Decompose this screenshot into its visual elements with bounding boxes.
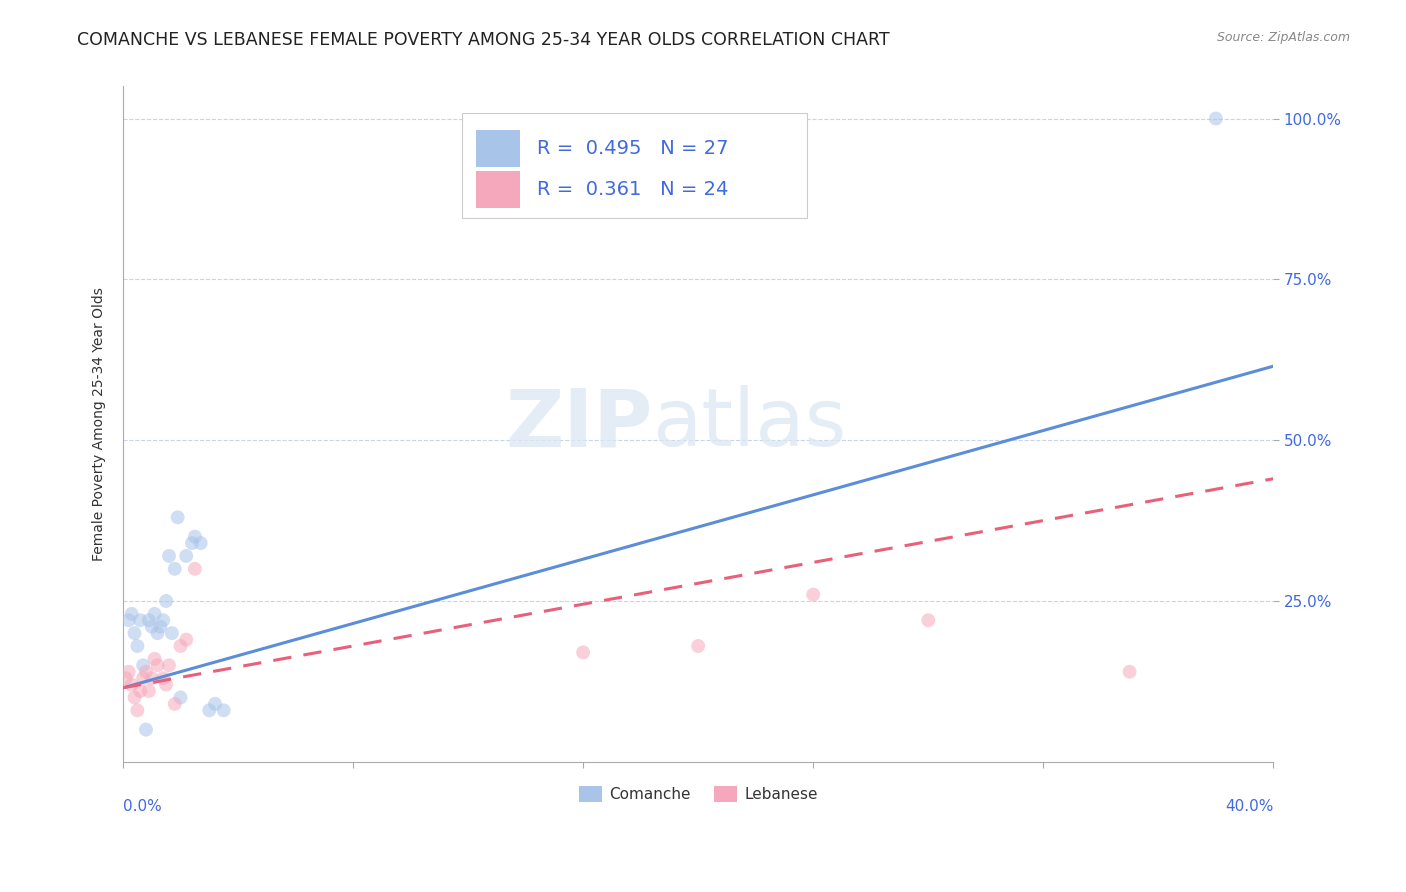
Point bbox=[124, 690, 146, 705]
Point bbox=[127, 639, 149, 653]
Text: Source: ZipAtlas.com: Source: ZipAtlas.com bbox=[1216, 31, 1350, 45]
Point bbox=[132, 671, 155, 685]
Point bbox=[163, 697, 186, 711]
Bar bbox=[477, 130, 520, 168]
Point bbox=[184, 562, 207, 576]
Point bbox=[149, 620, 172, 634]
Point bbox=[157, 549, 180, 563]
Point bbox=[212, 703, 235, 717]
Point bbox=[143, 652, 166, 666]
Point bbox=[688, 639, 710, 653]
Point bbox=[155, 677, 177, 691]
Bar bbox=[477, 170, 520, 208]
Point bbox=[121, 677, 143, 691]
Point bbox=[129, 684, 152, 698]
Text: 40.0%: 40.0% bbox=[1225, 799, 1274, 814]
Point bbox=[155, 594, 177, 608]
Point bbox=[801, 588, 824, 602]
Point bbox=[124, 626, 146, 640]
Text: COMANCHE VS LEBANESE FEMALE POVERTY AMONG 25-34 YEAR OLDS CORRELATION CHART: COMANCHE VS LEBANESE FEMALE POVERTY AMON… bbox=[77, 31, 890, 49]
Point bbox=[121, 607, 143, 621]
Point bbox=[166, 510, 188, 524]
Legend: Comanche, Lebanese: Comanche, Lebanese bbox=[572, 780, 824, 808]
Point bbox=[1118, 665, 1140, 679]
Point bbox=[169, 639, 191, 653]
Y-axis label: Female Poverty Among 25-34 Year Olds: Female Poverty Among 25-34 Year Olds bbox=[93, 287, 107, 561]
Text: R =  0.495   N = 27: R = 0.495 N = 27 bbox=[537, 139, 728, 159]
Point bbox=[152, 613, 174, 627]
Point bbox=[184, 530, 207, 544]
Point bbox=[138, 684, 160, 698]
Point bbox=[115, 671, 138, 685]
Point bbox=[132, 658, 155, 673]
FancyBboxPatch shape bbox=[463, 113, 807, 218]
Point bbox=[198, 703, 221, 717]
Point bbox=[141, 620, 163, 634]
Point bbox=[190, 536, 212, 550]
Point bbox=[135, 665, 157, 679]
Point bbox=[174, 549, 197, 563]
Point bbox=[138, 613, 160, 627]
Text: ZIP: ZIP bbox=[505, 385, 652, 463]
Point bbox=[157, 658, 180, 673]
Point bbox=[572, 645, 595, 659]
Point bbox=[169, 690, 191, 705]
Point bbox=[1205, 112, 1227, 126]
Point bbox=[917, 613, 939, 627]
Point bbox=[129, 613, 152, 627]
Point bbox=[127, 703, 149, 717]
Point bbox=[204, 697, 226, 711]
Point bbox=[163, 562, 186, 576]
Point bbox=[135, 723, 157, 737]
Point bbox=[152, 671, 174, 685]
Point bbox=[118, 665, 141, 679]
Point bbox=[141, 671, 163, 685]
Point bbox=[160, 626, 183, 640]
Text: R =  0.361   N = 24: R = 0.361 N = 24 bbox=[537, 180, 728, 199]
Text: 0.0%: 0.0% bbox=[122, 799, 162, 814]
Text: atlas: atlas bbox=[652, 385, 846, 463]
Point bbox=[118, 613, 141, 627]
Point bbox=[146, 626, 169, 640]
Point bbox=[174, 632, 197, 647]
Point bbox=[146, 658, 169, 673]
Point bbox=[181, 536, 204, 550]
Point bbox=[143, 607, 166, 621]
